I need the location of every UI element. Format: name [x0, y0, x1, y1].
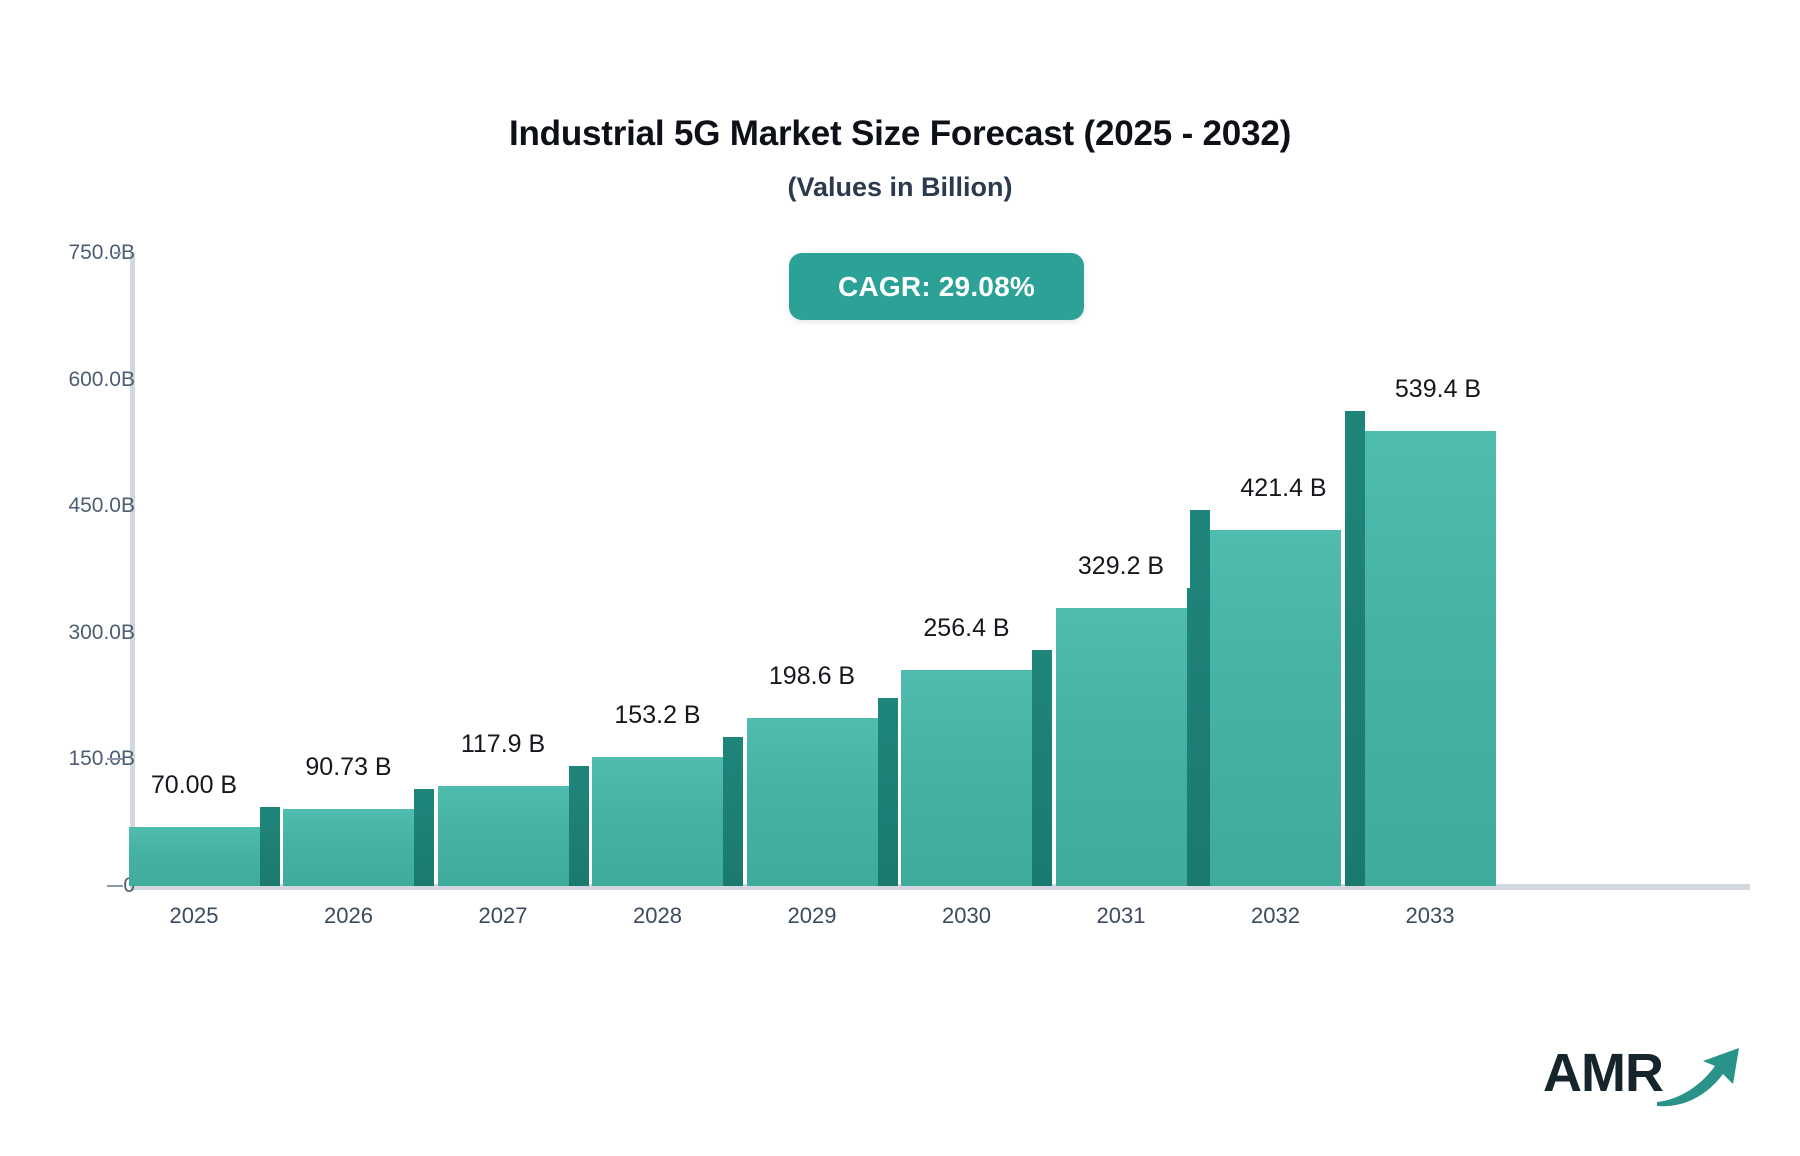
page-title: Industrial 5G Market Size Forecast (2025…	[508, 114, 1292, 153]
bar-side-face	[1032, 649, 1052, 886]
y-axis-tick-label: 300.0B	[68, 620, 135, 644]
y-axis-tick-mark	[107, 758, 123, 761]
bar-value-label: 539.4 B	[1394, 374, 1482, 403]
x-axis-tick-label: 2032	[1251, 903, 1300, 928]
cagr-badge: CAGR: 29.08%	[789, 253, 1084, 320]
bar-side-face	[414, 789, 434, 886]
amr-logo-text: AMR	[1543, 1043, 1664, 1103]
x-axis-tick-label: 2025	[169, 903, 219, 928]
bar-value-label: 117.9 B	[460, 730, 546, 759]
x-axis-tick-label: 2028	[633, 903, 682, 928]
bar-side-face	[568, 766, 589, 886]
y-axis-line	[130, 252, 135, 888]
x-axis-tick-label: 2029	[787, 903, 837, 928]
x-axis-tick-label: 2030	[942, 903, 991, 928]
bar-front-face	[437, 786, 569, 886]
y-axis-tick-mark	[114, 252, 121, 254]
bar-front-face	[128, 826, 260, 886]
y-axis-tick-label: 600.0B	[68, 367, 135, 391]
bar-front-face	[283, 809, 414, 886]
bar-front-face	[901, 669, 1032, 886]
bar-value-label: 90.73 B	[305, 753, 392, 782]
x-axis-tick-label: 2031	[1096, 903, 1146, 928]
y-axis-tick-label: 450.0B	[68, 494, 135, 518]
bar-front-face	[1210, 530, 1341, 886]
y-axis-tick-mark	[107, 885, 123, 887]
bar-value-label: 198.6 B	[768, 662, 856, 691]
bar-side-face	[723, 736, 743, 886]
bar-side-face	[1344, 410, 1365, 886]
page-subtitle: (Values in Billion)	[787, 172, 1013, 202]
y-axis-tick-label: 150.0B	[68, 747, 135, 771]
bar-front-face	[1055, 608, 1187, 886]
bar-value-label: 70.00 B	[150, 770, 238, 799]
x-axis-tick-label: 2026	[324, 903, 373, 928]
y-axis-tick-label: 750.0B	[68, 241, 135, 264]
bar-side-face	[877, 698, 898, 886]
growth-arrow-icon	[1657, 1048, 1739, 1107]
x-axis-tick-label: 2027	[478, 903, 528, 928]
bar-front-face	[1364, 430, 1496, 886]
bar-side-face	[259, 806, 280, 886]
bar-front-face	[746, 718, 878, 886]
bar-value-label: 256.4 B	[923, 613, 1010, 642]
bar-value-label: 421.4 B	[1240, 474, 1327, 503]
bar-side-face	[1190, 510, 1210, 886]
x-axis-line	[130, 884, 1750, 890]
bar-value-label: 153.2 B	[614, 700, 701, 729]
bar-front-face	[592, 756, 723, 886]
x-axis-tick-label: 2033	[1405, 903, 1455, 928]
amr-logo: AMR	[1543, 1038, 1743, 1118]
bar-value-label: 329.2 B	[1077, 552, 1165, 581]
